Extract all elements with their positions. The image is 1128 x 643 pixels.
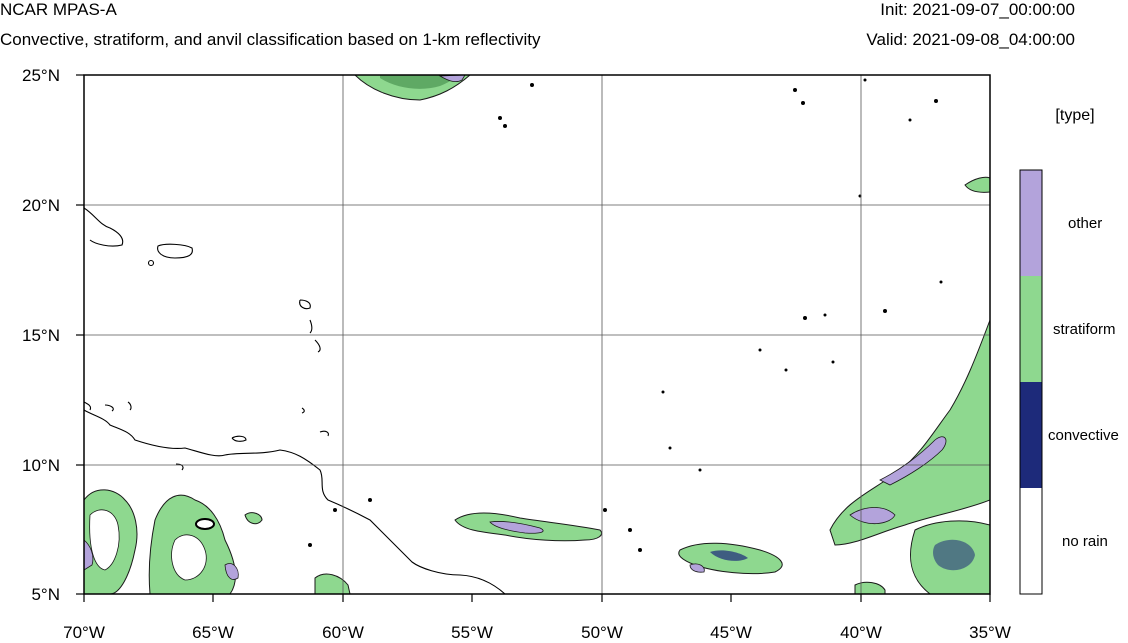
legend-swatch-convective [1020, 382, 1042, 488]
legend-title: [type] [1055, 107, 1095, 124]
lat-label-25n: 25°N [22, 66, 60, 85]
legend-label-convective: convective [1048, 427, 1119, 444]
map-background [84, 75, 990, 594]
legend-swatch-stratiform [1020, 276, 1042, 382]
lat-label-20n: 20°N [22, 196, 60, 215]
legend-label-stratiform: stratiform [1053, 321, 1116, 338]
rain-cluster-southwest [84, 489, 372, 594]
lon-label-60w: 60°W [322, 623, 364, 642]
model-title: NCAR MPAS-A [0, 0, 117, 19]
valid-time: Valid: 2021-09-08_04:00:00 [866, 30, 1075, 49]
lat-label-10n: 10°N [22, 456, 60, 475]
rain-cluster-north [354, 75, 534, 128]
lon-label-40w: 40°W [840, 623, 882, 642]
legend-label-other: other [1068, 215, 1103, 232]
lon-label-70w: 70°W [63, 623, 105, 642]
legend-swatch-no-rain [1020, 488, 1042, 594]
init-time: Init: 2021-09-07_00:00:00 [880, 0, 1075, 19]
plot-description: Convective, stratiform, and anvil classi… [0, 30, 541, 49]
lon-label-50w: 50°W [581, 623, 623, 642]
legend-swatch-other [1020, 170, 1042, 276]
rain-band-central [454, 390, 783, 575]
lat-label-5n: 5°N [31, 585, 60, 604]
axis-ticks [76, 74, 991, 602]
legend-label-no-rain: no rain [1062, 533, 1108, 550]
lat-label-15n: 15°N [22, 326, 60, 345]
lon-label-45w: 45°W [710, 623, 752, 642]
lon-label-65w: 65°W [192, 623, 234, 642]
coastlines [84, 207, 506, 594]
gridlines [84, 75, 990, 594]
lon-label-55w: 55°W [451, 623, 493, 642]
legend-colorbar [1019, 169, 1043, 595]
lon-label-35w: 35°W [969, 623, 1011, 642]
